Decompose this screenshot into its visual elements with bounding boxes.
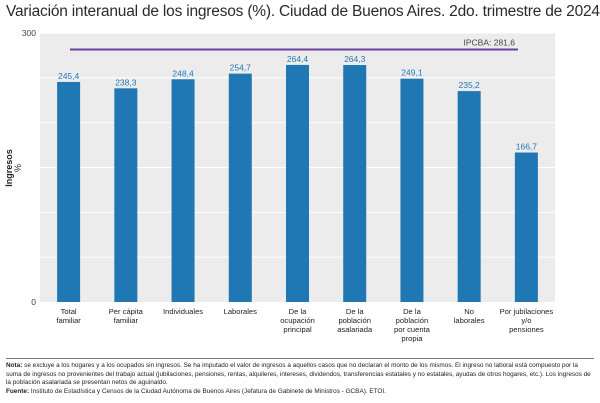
note-label: Nota: [6,362,23,369]
y-axis-unit: % [13,164,23,172]
bar [457,91,481,302]
source-text: Instituto de Estadística y Censos de la … [29,387,386,395]
data-label: 264,3 [344,54,366,64]
x-tick-label: y/o [521,316,531,325]
data-label: 166,7 [516,142,538,152]
footnote: Nota: se excluye a los hogares y a los o… [6,362,594,396]
x-tick-label: No [464,307,474,316]
x-tick-label: población [396,316,429,325]
x-tick-label: población [338,316,371,325]
x-tick-label: pensiones [509,325,544,334]
footnote-divider [6,358,594,359]
x-tick-label: familiar [114,316,139,325]
chart-title: Variación interanual de los ingresos (%)… [6,3,600,20]
data-label: 245,4 [58,71,80,81]
data-label: 238,3 [115,77,137,87]
x-tick-label: principal [283,325,312,334]
bar [171,79,195,302]
bar [400,78,424,302]
note-text: se excluye a los hogares y a los ocupado… [6,362,591,387]
y-tick-label: 0 [31,297,36,307]
x-tick-label: Por jubilaciones [500,307,554,316]
data-label: 254,7 [230,63,252,73]
x-tick-label: Laborales [224,307,258,316]
x-tick-label: Total [61,307,77,316]
x-tick-label: ocupación [280,316,315,325]
bar [514,152,538,302]
reference-line-label: IPCBA: 281,6 [463,37,515,47]
x-tick-label: asalariada [337,325,373,334]
source-label: Fuente: [6,387,30,395]
y-tick-label: 300 [22,28,36,38]
x-tick-label: laborales [454,316,485,325]
data-label: 249,1 [401,68,423,78]
x-tick-label: propia [401,334,423,343]
data-label: 235,2 [459,80,481,90]
data-label: 264,4 [287,54,309,64]
x-tick-label: De la [346,307,365,316]
bar [228,73,252,302]
bar [57,81,81,302]
bar [286,64,309,303]
x-tick-label: Per cápita [109,307,144,316]
x-tick-label: familiar [56,316,81,325]
bar [343,65,367,302]
x-tick-label: por cuenta [394,325,431,334]
bar [114,88,138,302]
x-tick-label: De la [289,307,308,316]
x-tick-label: De la [403,307,422,316]
x-tick-label: Individuales [163,307,203,316]
data-label: 248,4 [172,68,194,78]
y-axis-label: Ingresos [4,149,14,187]
